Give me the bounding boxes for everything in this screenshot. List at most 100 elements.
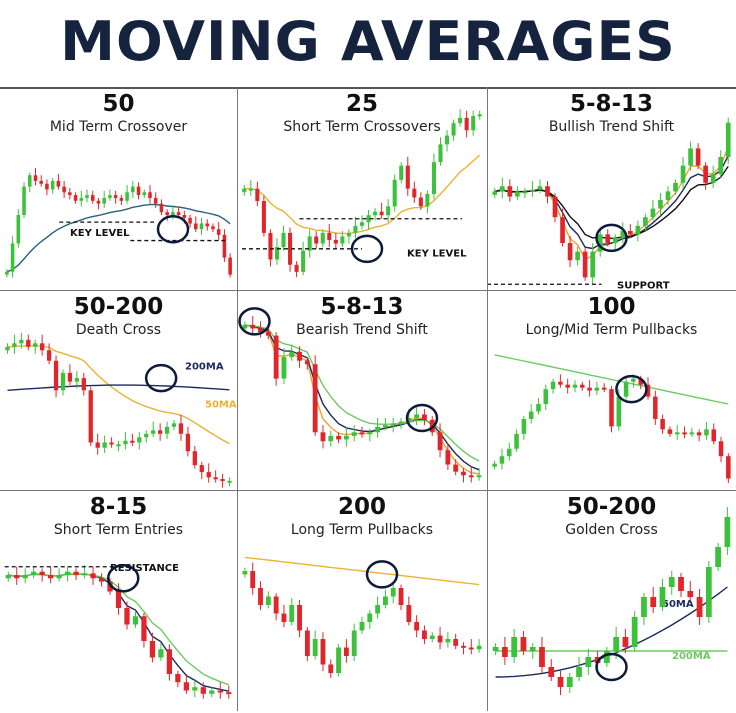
candle bbox=[328, 435, 334, 442]
candle bbox=[19, 339, 24, 344]
candle bbox=[406, 605, 412, 622]
candle bbox=[492, 463, 497, 467]
candle bbox=[367, 432, 373, 435]
candle bbox=[718, 157, 724, 175]
candle bbox=[213, 477, 218, 480]
candle bbox=[281, 357, 287, 379]
candle bbox=[601, 387, 607, 390]
candle bbox=[461, 645, 466, 648]
moving-average-line bbox=[6, 203, 231, 273]
candle bbox=[199, 223, 204, 230]
candle bbox=[164, 426, 170, 434]
candle bbox=[668, 577, 675, 587]
candle bbox=[199, 465, 204, 473]
candle bbox=[587, 387, 592, 391]
candle bbox=[320, 639, 326, 665]
candle bbox=[289, 605, 295, 622]
candle bbox=[476, 475, 482, 478]
candle bbox=[704, 429, 709, 436]
candle bbox=[359, 222, 365, 226]
candle bbox=[250, 324, 256, 329]
candle bbox=[696, 597, 703, 617]
moving-average-line bbox=[7, 384, 230, 391]
candlestick-chart bbox=[492, 354, 731, 484]
candle bbox=[552, 196, 558, 218]
candle bbox=[304, 360, 310, 365]
candle bbox=[125, 192, 129, 201]
chart-panel: KEY LEVEL 50 Mid Term Crossover bbox=[0, 89, 237, 292]
candle bbox=[343, 647, 349, 656]
panel-heading: 50-200 bbox=[566, 494, 657, 520]
candle bbox=[710, 174, 716, 183]
candle bbox=[175, 674, 181, 683]
candle bbox=[216, 229, 221, 235]
candle bbox=[60, 372, 66, 391]
candle bbox=[79, 197, 84, 201]
candle bbox=[382, 596, 388, 605]
candle bbox=[650, 208, 656, 218]
candle bbox=[653, 396, 658, 419]
candle bbox=[102, 197, 106, 204]
candle bbox=[616, 396, 622, 427]
crossover-circle bbox=[405, 403, 439, 433]
candle bbox=[638, 378, 643, 385]
candle bbox=[379, 211, 384, 216]
panel-subtitle: Golden Cross bbox=[565, 522, 658, 538]
panel-heading: 50 bbox=[102, 91, 135, 117]
candle bbox=[451, 123, 456, 136]
candle bbox=[22, 575, 28, 579]
annotation-label: KEY LEVEL bbox=[407, 248, 467, 259]
candle bbox=[536, 404, 541, 412]
candle bbox=[392, 179, 397, 207]
candle bbox=[192, 451, 197, 466]
candle bbox=[650, 597, 657, 607]
candle bbox=[680, 165, 686, 183]
annotation-label: SUPPORT bbox=[617, 280, 670, 291]
candle bbox=[90, 195, 95, 201]
candle bbox=[476, 645, 482, 650]
candle bbox=[386, 206, 391, 216]
candle bbox=[507, 186, 513, 197]
candle bbox=[95, 442, 100, 448]
candle bbox=[12, 343, 17, 347]
candle bbox=[304, 630, 310, 656]
panel-subtitle: Bearish Trend Shift bbox=[296, 322, 428, 338]
candle bbox=[464, 117, 469, 131]
candle bbox=[27, 175, 32, 187]
candle bbox=[333, 239, 338, 244]
candle bbox=[511, 637, 518, 657]
candle bbox=[45, 183, 49, 190]
candle bbox=[414, 414, 420, 418]
candle bbox=[468, 475, 474, 478]
candle bbox=[528, 411, 534, 419]
candle bbox=[477, 114, 482, 117]
candle bbox=[16, 215, 21, 244]
candle bbox=[543, 389, 549, 405]
candle bbox=[119, 197, 124, 201]
candle bbox=[320, 432, 326, 442]
candle bbox=[718, 441, 724, 457]
candle bbox=[123, 440, 128, 445]
crossover-circle bbox=[350, 234, 384, 264]
candle bbox=[48, 575, 54, 579]
candle bbox=[412, 188, 417, 198]
candle bbox=[22, 186, 26, 215]
candle bbox=[33, 343, 38, 347]
candle bbox=[373, 211, 378, 216]
candle bbox=[53, 360, 59, 391]
candle bbox=[268, 232, 273, 260]
moving-average-line bbox=[244, 324, 480, 471]
candle bbox=[688, 148, 693, 166]
chart-panel: SUPPORT 5-8-13 Bullish Trend Shift bbox=[487, 89, 736, 292]
candle bbox=[248, 188, 253, 191]
candle bbox=[289, 351, 295, 358]
candle bbox=[211, 226, 215, 230]
candle bbox=[438, 144, 443, 163]
candle bbox=[506, 448, 512, 457]
candle bbox=[399, 165, 404, 180]
moving-average-line bbox=[7, 344, 230, 445]
chart-panel: 50MA 200MA 50-200 Death Cross bbox=[0, 292, 237, 492]
panel-heading: 200 bbox=[337, 494, 386, 520]
candle bbox=[10, 243, 15, 272]
candle bbox=[274, 247, 280, 260]
